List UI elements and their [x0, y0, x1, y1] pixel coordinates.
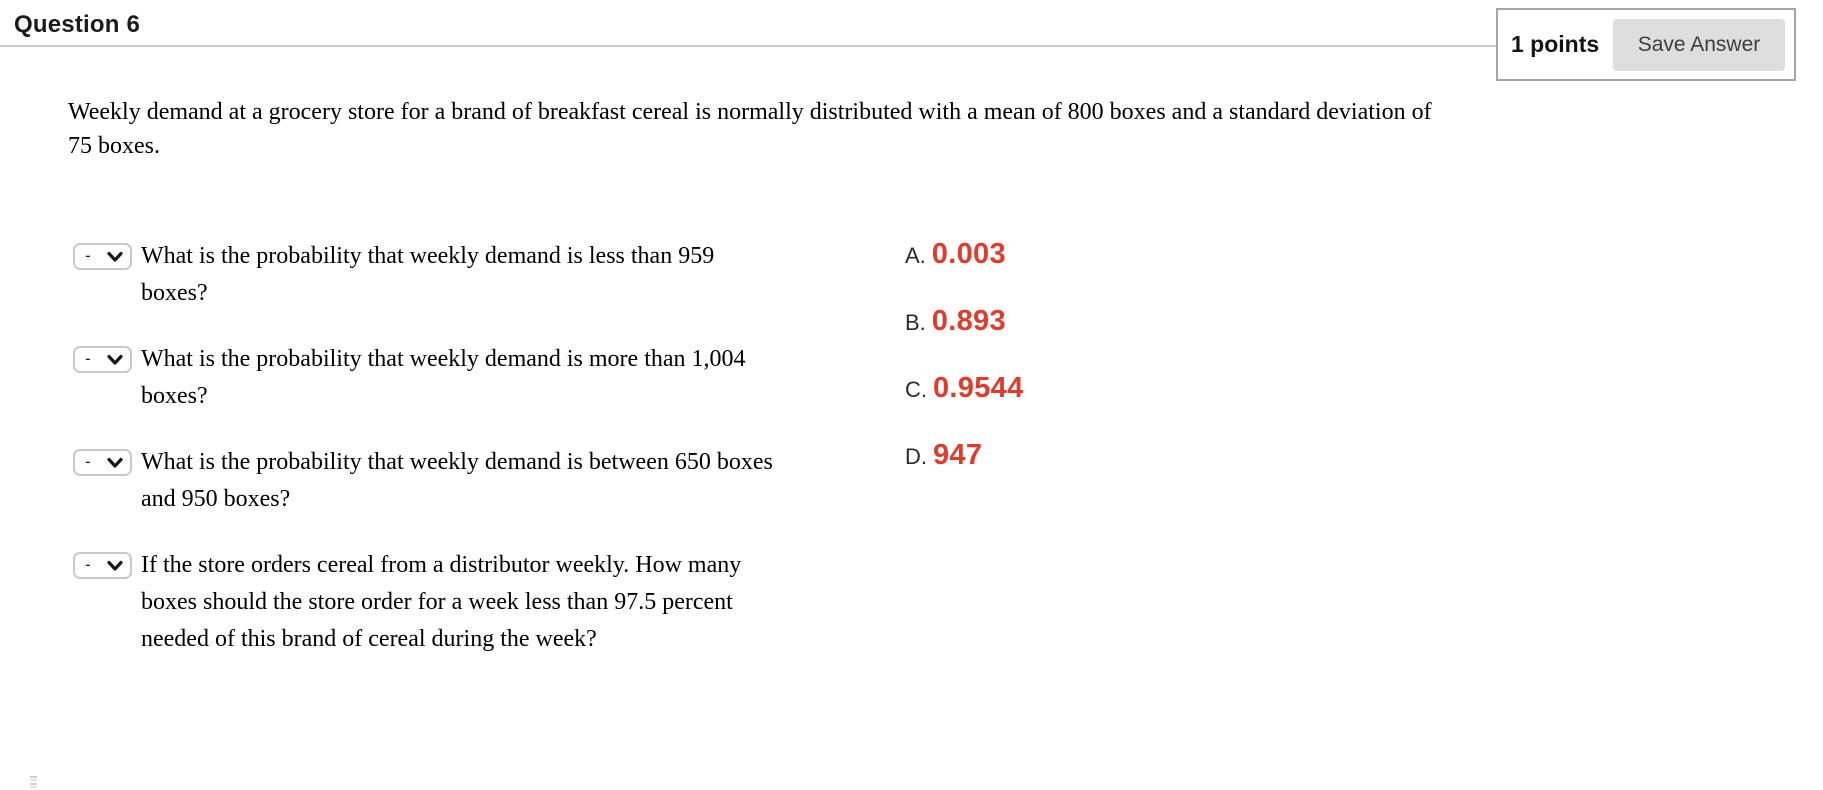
- select-value: -: [85, 349, 91, 368]
- chevron-down-icon: [107, 560, 123, 572]
- answer-value: 0.003: [931, 238, 1006, 270]
- save-answer-button[interactable]: Save Answer: [1613, 18, 1785, 71]
- answer-option: A. 0.003: [905, 238, 1024, 275]
- select-value: -: [85, 246, 91, 265]
- question-list: - What is the probability that weekly de…: [68, 238, 1008, 687]
- answer-option-list: A. 0.003 B. 0.893 C. 0.9544 D. 947: [905, 238, 1024, 506]
- answer-value: 0.9544: [933, 372, 1024, 404]
- select-value: -: [85, 555, 91, 574]
- answer-select[interactable]: -: [73, 552, 132, 579]
- answer-option: B. 0.893: [905, 305, 1024, 342]
- answer-value: 0.893: [931, 305, 1006, 337]
- question-text: What is the probability that weekly dema…: [141, 449, 773, 512]
- chevron-down-icon: [107, 457, 123, 469]
- question-row: - What is the probability that weekly de…: [68, 341, 1008, 415]
- question-text: What is the probability that weekly dema…: [141, 346, 746, 409]
- chevron-down-icon: [107, 251, 123, 263]
- answer-letter: C.: [905, 377, 927, 402]
- answer-letter: A.: [905, 243, 926, 268]
- points-box: 1 points Save Answer: [1496, 8, 1796, 81]
- chevron-down-icon: [107, 354, 123, 366]
- question-row: - What is the probability that weekly de…: [68, 444, 1008, 518]
- header-divider: [0, 45, 1496, 47]
- question-row: - What is the probability that weekly de…: [68, 238, 1008, 312]
- question-text: What is the probability that weekly dema…: [141, 243, 715, 306]
- answer-letter: B.: [905, 310, 926, 335]
- answer-select[interactable]: -: [73, 346, 132, 373]
- page-artifact: [30, 776, 37, 789]
- question-row: - If the store orders cereal from a dist…: [68, 547, 1008, 658]
- answer-option: C. 0.9544: [905, 372, 1024, 409]
- answer-select[interactable]: -: [73, 449, 132, 476]
- answer-option: D. 947: [905, 439, 1024, 476]
- question-intro-text: Weekly demand at a grocery store for a b…: [68, 99, 1432, 159]
- answer-letter: D.: [905, 444, 927, 469]
- question-text: If the store orders cereal from a distri…: [141, 552, 742, 652]
- page-title: Question 6: [14, 11, 141, 38]
- select-value: -: [85, 452, 91, 471]
- points-label: 1 points: [1511, 31, 1600, 57]
- answer-select[interactable]: -: [73, 243, 132, 270]
- answer-value: 947: [933, 439, 983, 471]
